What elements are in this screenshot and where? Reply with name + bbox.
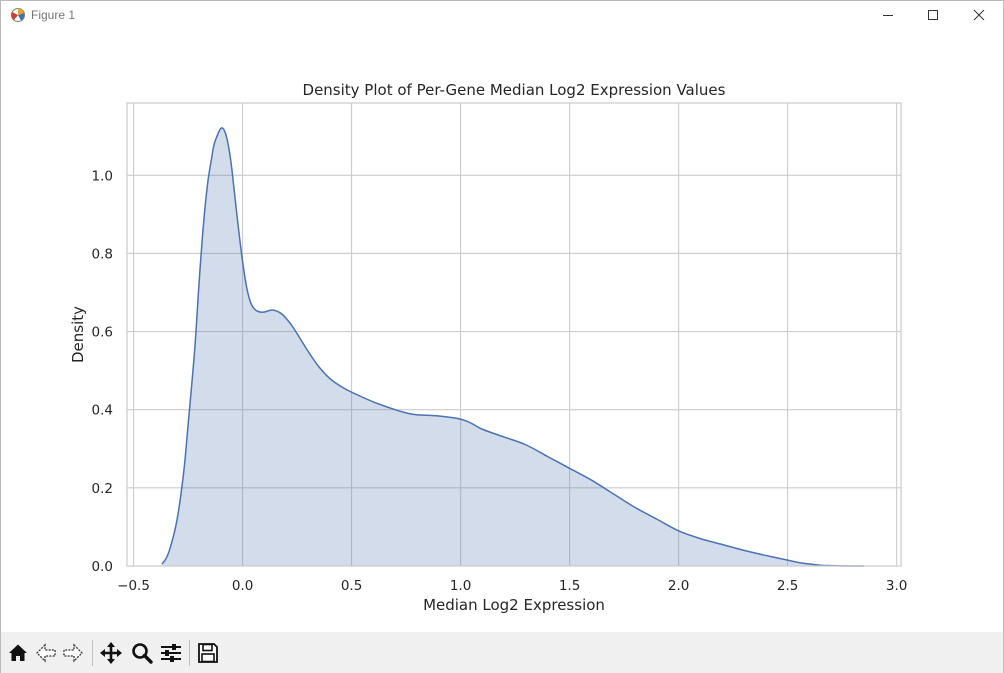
x-tick-label: 2.5 (777, 578, 798, 594)
toolbar-separator (189, 640, 190, 666)
sliders-icon (161, 644, 181, 662)
window-title: Figure 1 (31, 8, 76, 22)
x-tick-label: 2.0 (668, 578, 689, 594)
y-tick-label: 0.6 (92, 325, 113, 341)
forward-button[interactable] (60, 640, 86, 666)
configure-subplots-button[interactable] (158, 640, 184, 666)
minimize-button[interactable] (865, 1, 911, 30)
plot-data (161, 127, 864, 567)
home-button[interactable] (5, 640, 31, 666)
close-button[interactable] (956, 1, 1002, 30)
x-tick-label: 0.5 (341, 578, 362, 594)
chart-title: Density Plot of Per-Gene Median Log2 Exp… (303, 81, 726, 99)
toolbar-separator (92, 640, 93, 666)
figure-canvas[interactable]: −0.5 0.0 0.5 1.0 1.5 2.0 2.5 3.0 0.0 0.2 0.4 0.6 0.8… (1, 30, 1003, 632)
y-tick-label: 0.0 (92, 559, 113, 575)
title-bar[interactable]: Figure 1 (1, 1, 1003, 30)
pan-button[interactable] (98, 640, 124, 666)
save-button[interactable] (195, 640, 221, 666)
y-tick-label: 1.0 (92, 168, 113, 184)
x-tick-label: 1.0 (450, 578, 471, 594)
y-tick-label: 0.8 (92, 246, 113, 262)
arrow-right-icon (63, 643, 83, 663)
x-axis-label: Median Log2 Expression (423, 596, 605, 614)
magnifier-icon (132, 643, 153, 664)
axes-frame (126, 102, 902, 567)
maximize-icon (928, 10, 938, 20)
density-area-fill (161, 127, 864, 567)
density-chart: −0.5 0.0 0.5 1.0 1.5 2.0 2.5 3.00.00.20.40.60.8… (69, 81, 908, 614)
x-tick-label: 3.0 (886, 578, 907, 594)
y-tick-label: 0.4 (92, 403, 113, 419)
tick-labels: −0.5 0.0 0.5 1.0 1.5 2.0 2.5 3.00.00.20.40.60.8… (92, 168, 908, 594)
y-tick-label: 0.2 (92, 481, 113, 497)
home-icon (9, 644, 27, 661)
floppy-disk-icon (198, 643, 218, 663)
move-icon (100, 642, 122, 664)
y-axis-label: Density (69, 306, 87, 363)
close-icon (973, 9, 985, 21)
arrow-left-icon (36, 643, 56, 663)
density-curve-line (161, 127, 864, 567)
navigation-toolbar (1, 632, 1003, 673)
maximize-button[interactable] (910, 1, 956, 30)
zoom-button[interactable] (129, 640, 155, 666)
matplotlib-icon (10, 7, 26, 23)
minimize-icon (883, 15, 893, 16)
back-button[interactable] (33, 640, 59, 666)
x-tick-label: 1.5 (559, 578, 580, 594)
x-tick-label: −0.5 (117, 578, 150, 594)
x-tick-label: 0.0 (232, 578, 253, 594)
